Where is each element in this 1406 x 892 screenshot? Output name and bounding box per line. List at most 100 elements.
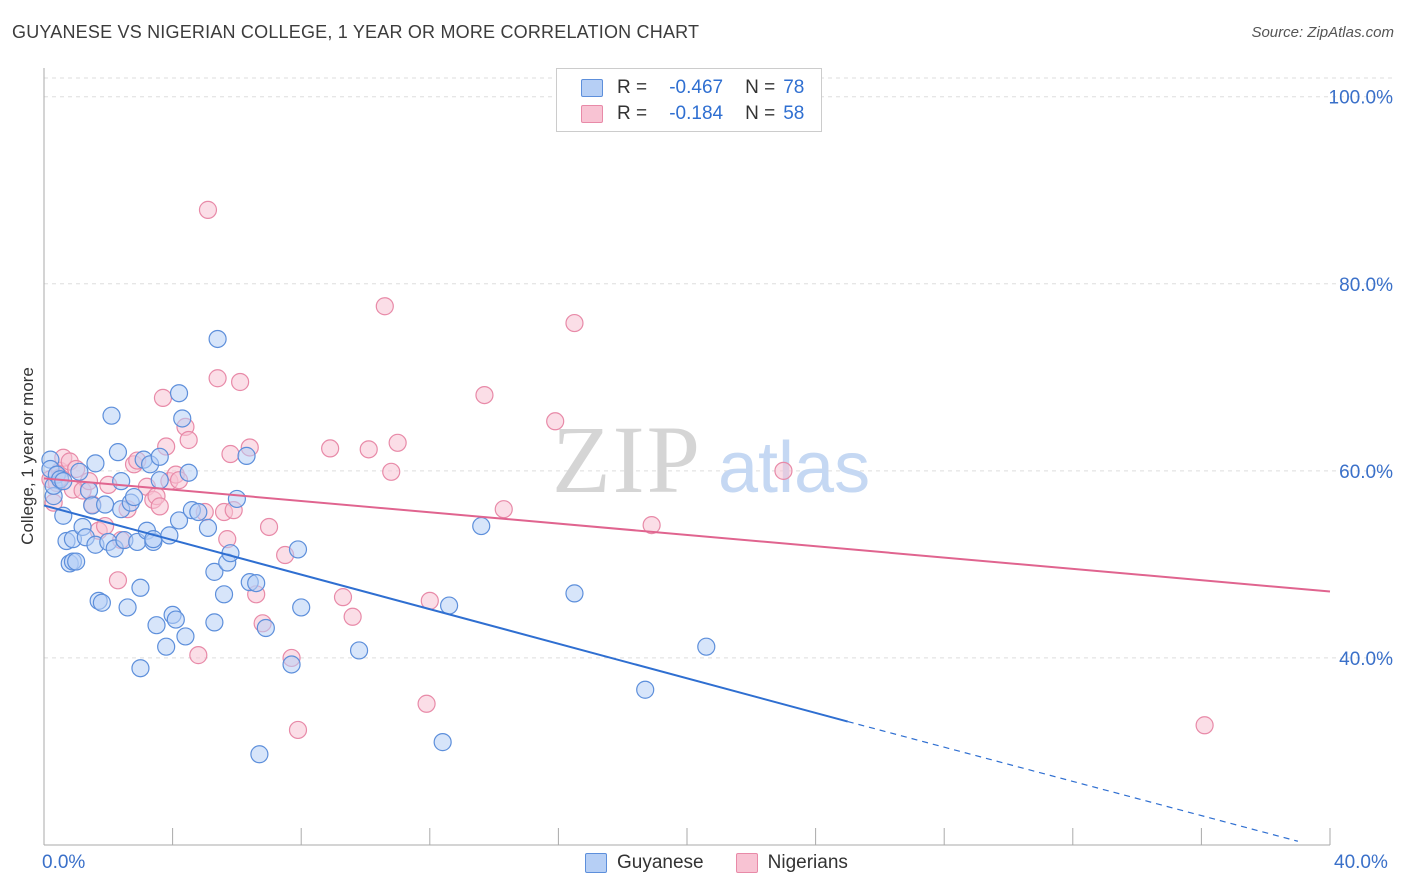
guyanese-point <box>237 446 256 465</box>
nigerian-point <box>642 516 661 535</box>
guyanese-point <box>86 454 105 473</box>
guyanese-point <box>124 487 144 507</box>
guyanese-point <box>166 610 185 629</box>
nigerian-point <box>179 430 198 450</box>
r-value: -0.467 <box>669 77 724 98</box>
nigerian-swatch <box>735 853 758 873</box>
nigerian-point <box>231 372 250 392</box>
gridlines <box>44 77 1394 659</box>
r-label: R = <box>617 77 648 98</box>
nigerian-point <box>208 369 227 388</box>
axes <box>43 68 1331 846</box>
guyanese-point <box>131 578 150 597</box>
nigerian-point <box>343 607 362 626</box>
n-value: 58 <box>783 103 805 124</box>
guyanese-point <box>439 596 459 615</box>
r-value: -0.184 <box>669 103 724 124</box>
y-tick-label: 60.0% <box>1339 462 1393 483</box>
nigerian-point <box>321 439 340 458</box>
guyanese-points <box>41 329 716 764</box>
watermark-atlas: atlas <box>718 428 870 508</box>
guyanese-swatch <box>585 853 607 873</box>
guyanese-point <box>205 562 224 581</box>
guyanese-point <box>179 463 198 482</box>
y-tick-label: 40.0% <box>1339 649 1393 670</box>
guyanese-point <box>169 384 189 403</box>
guyanese-point <box>169 511 189 530</box>
guyanese-point <box>118 598 137 617</box>
nigerian-trend-line <box>43 477 1331 593</box>
guyanese-point <box>150 447 169 466</box>
nigerian-point <box>108 571 128 590</box>
legend-row-nigerians: R = -0.184 N = 58 <box>581 102 804 126</box>
nigerian-point <box>417 694 436 713</box>
guyanese-point <box>92 593 111 612</box>
nigerian-point <box>333 588 353 607</box>
n-label: N = <box>745 103 776 124</box>
guyanese-point <box>150 471 169 490</box>
nigerian-point <box>1195 716 1214 735</box>
nigerian-point <box>189 646 208 665</box>
legend-label-guyanese: Guyanese <box>617 852 704 873</box>
nigerian-point <box>150 497 169 516</box>
nigerian-point <box>382 462 401 481</box>
guyanese-point <box>250 745 269 764</box>
guyanese-point <box>247 573 266 593</box>
guyanese-point <box>176 627 195 646</box>
guyanese-point <box>288 540 308 559</box>
guyanese-point <box>95 495 115 514</box>
n-value: 78 <box>783 77 805 98</box>
trend-lines <box>43 477 1331 842</box>
n-label: N = <box>745 77 776 98</box>
guyanese-point <box>112 472 131 491</box>
legend-item-nigerians: Nigerians <box>735 852 848 874</box>
nigerian-point <box>259 517 279 537</box>
guyanese-swatch <box>581 79 603 97</box>
watermark-zip: ZIP <box>552 406 702 513</box>
correlation-legend: R = -0.467 N = 78 R = -0.184 N = 58 <box>556 68 822 132</box>
nigerian-point <box>153 388 173 407</box>
x-tick-label-min: 0.0% <box>42 852 86 873</box>
guyanese-point <box>131 659 150 678</box>
guyanese-point <box>256 618 275 638</box>
guyanese-point <box>173 409 192 428</box>
guyanese-point <box>147 616 166 635</box>
guyanese-point <box>79 481 99 500</box>
nigerian-point <box>546 412 565 431</box>
y-tick-label: 100.0% <box>1329 88 1394 109</box>
guyanese-trend-line <box>43 504 849 723</box>
guyanese-point <box>292 598 311 617</box>
nigerian-point <box>565 313 584 333</box>
series-legend: Guyanese Nigerians <box>585 852 880 874</box>
guyanese-point <box>198 518 218 538</box>
nigerian-point <box>494 500 513 519</box>
nigerian-point <box>375 297 394 316</box>
nigerian-point <box>288 720 308 740</box>
nigerian-point <box>475 385 494 405</box>
nigerian-point <box>388 433 407 452</box>
guyanese-point <box>227 489 246 509</box>
nigerian-point <box>198 200 218 219</box>
x-tick-label-max: 40.0% <box>1334 852 1388 873</box>
nigerian-point <box>359 440 378 459</box>
guyanese-point <box>70 462 89 481</box>
watermark: ZIP atlas <box>552 406 870 513</box>
y-tick-labels: 40.0% 60.0% 80.0% 100.0% <box>1329 88 1394 670</box>
guyanese-point <box>433 733 452 752</box>
guyanese-point <box>157 637 176 656</box>
guyanese-trend-extrapolation <box>847 720 1299 842</box>
guyanese-point <box>697 637 716 656</box>
nigerian-swatch <box>581 105 603 123</box>
guyanese-point <box>636 680 655 699</box>
guyanese-point <box>67 552 86 571</box>
guyanese-point <box>205 613 224 632</box>
legend-row-guyanese: R = -0.467 N = 78 <box>581 76 804 100</box>
guyanese-point <box>189 502 208 522</box>
guyanese-point <box>108 443 128 462</box>
y-tick-label: 80.0% <box>1339 275 1393 296</box>
guyanese-point <box>208 329 227 349</box>
guyanese-point <box>472 516 491 536</box>
source-credit: Source: ZipAtlas.com <box>1251 24 1394 41</box>
legend-item-guyanese: Guyanese <box>585 852 704 874</box>
